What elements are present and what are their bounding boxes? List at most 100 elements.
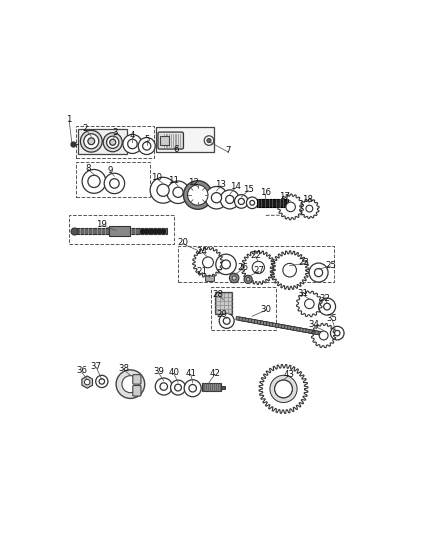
Text: 11: 11 <box>167 175 178 184</box>
Circle shape <box>238 198 244 205</box>
Circle shape <box>229 273 238 283</box>
Circle shape <box>246 278 249 281</box>
Circle shape <box>88 175 100 188</box>
Text: 34: 34 <box>308 320 319 329</box>
Text: 1: 1 <box>66 115 72 124</box>
Circle shape <box>166 181 189 204</box>
Circle shape <box>269 375 297 402</box>
Circle shape <box>123 134 141 154</box>
Circle shape <box>184 379 201 397</box>
Circle shape <box>234 195 247 208</box>
Text: 30: 30 <box>260 305 271 314</box>
Bar <box>109 226 130 236</box>
Text: 40: 40 <box>168 368 179 377</box>
Circle shape <box>106 136 119 148</box>
Circle shape <box>308 263 327 282</box>
Text: 5: 5 <box>145 135 150 144</box>
Text: 19: 19 <box>96 220 107 229</box>
Circle shape <box>187 185 208 205</box>
Circle shape <box>318 331 327 340</box>
Bar <box>244 318 252 323</box>
Text: 43: 43 <box>283 370 294 379</box>
Bar <box>220 385 224 389</box>
Text: 37: 37 <box>91 362 102 371</box>
Text: 17: 17 <box>279 192 290 201</box>
Text: 38: 38 <box>118 364 129 373</box>
Circle shape <box>323 303 330 310</box>
Circle shape <box>99 379 104 384</box>
Circle shape <box>223 318 230 324</box>
Bar <box>238 317 246 321</box>
Bar <box>317 331 325 336</box>
Bar <box>302 328 310 333</box>
Text: 21: 21 <box>196 266 207 276</box>
Circle shape <box>127 139 137 149</box>
Circle shape <box>221 260 230 269</box>
Bar <box>296 327 304 332</box>
Circle shape <box>138 138 155 155</box>
Polygon shape <box>277 194 303 220</box>
Text: 10: 10 <box>151 173 162 182</box>
Bar <box>278 324 286 329</box>
Circle shape <box>285 202 295 212</box>
Circle shape <box>84 379 90 385</box>
Bar <box>259 321 268 326</box>
FancyBboxPatch shape <box>132 385 141 396</box>
Circle shape <box>155 378 172 395</box>
Text: 14: 14 <box>229 182 240 191</box>
Bar <box>256 199 287 207</box>
Polygon shape <box>258 365 307 414</box>
Text: 20: 20 <box>177 238 187 247</box>
Text: 22: 22 <box>250 251 261 260</box>
Polygon shape <box>241 251 275 285</box>
Bar <box>247 319 255 324</box>
Circle shape <box>88 138 95 144</box>
Circle shape <box>173 187 183 197</box>
Text: 42: 42 <box>209 369 220 378</box>
Circle shape <box>103 133 122 152</box>
Circle shape <box>205 187 227 209</box>
Bar <box>311 330 319 335</box>
Circle shape <box>215 254 236 274</box>
Text: 29: 29 <box>216 310 227 319</box>
Text: 25: 25 <box>324 261 335 270</box>
Bar <box>254 320 261 325</box>
Bar <box>78 128 127 154</box>
Circle shape <box>220 190 239 209</box>
Circle shape <box>110 179 119 188</box>
Bar <box>241 318 249 322</box>
Circle shape <box>232 276 236 280</box>
Bar <box>265 322 273 327</box>
Circle shape <box>282 263 296 277</box>
Text: 18: 18 <box>301 195 312 204</box>
Circle shape <box>211 192 221 203</box>
Text: 31: 31 <box>297 289 307 298</box>
Circle shape <box>314 269 322 277</box>
Circle shape <box>150 177 176 203</box>
Circle shape <box>104 173 124 193</box>
Circle shape <box>183 181 212 209</box>
Text: 15: 15 <box>242 185 253 194</box>
Bar <box>74 228 167 235</box>
Circle shape <box>304 299 314 309</box>
Circle shape <box>274 380 292 398</box>
Bar <box>275 324 283 328</box>
Circle shape <box>174 384 181 391</box>
Bar <box>201 383 220 391</box>
Polygon shape <box>296 291 321 317</box>
FancyBboxPatch shape <box>205 276 214 281</box>
FancyBboxPatch shape <box>158 132 183 149</box>
Bar <box>251 319 258 324</box>
Text: 13: 13 <box>215 180 226 189</box>
Bar <box>214 292 232 314</box>
Circle shape <box>244 275 251 284</box>
Circle shape <box>188 384 196 392</box>
Circle shape <box>110 139 116 146</box>
Bar <box>159 136 169 146</box>
Circle shape <box>204 136 213 146</box>
Circle shape <box>274 380 292 398</box>
Circle shape <box>95 375 108 387</box>
Bar <box>140 229 165 233</box>
Text: 39: 39 <box>153 367 164 376</box>
Circle shape <box>157 184 169 196</box>
